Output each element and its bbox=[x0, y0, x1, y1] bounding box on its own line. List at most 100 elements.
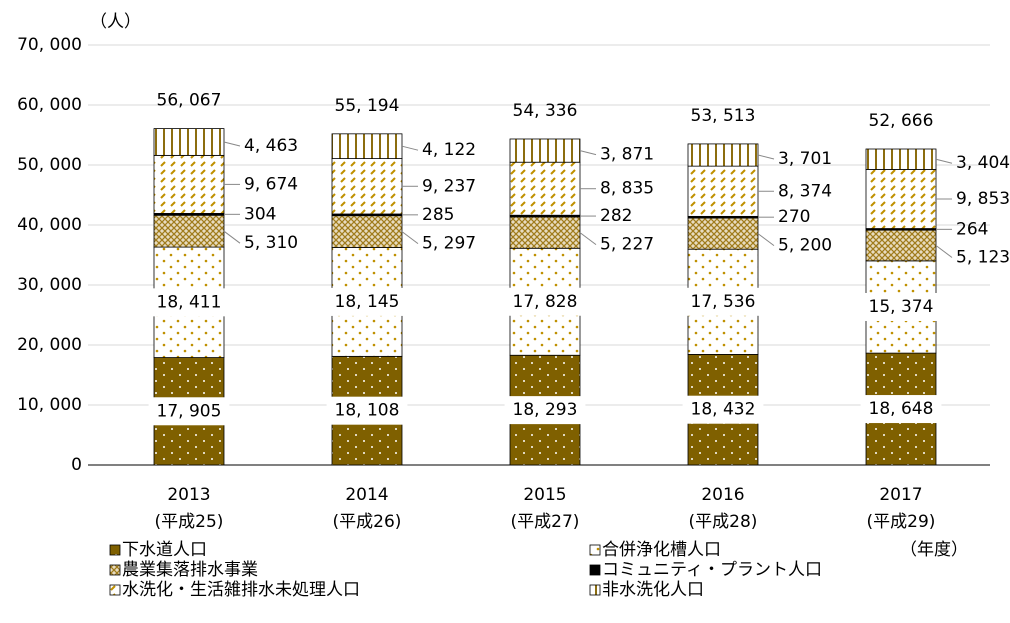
legend-label: 非水洗化人口 bbox=[602, 580, 704, 600]
data-label: 4, 122 bbox=[422, 140, 476, 160]
data-label: 52, 666 bbox=[869, 111, 934, 131]
y-tick-label: 40, 000 bbox=[17, 215, 82, 235]
data-label: 304 bbox=[244, 204, 276, 224]
data-label: 8, 835 bbox=[600, 179, 654, 199]
data-label: 270 bbox=[778, 207, 810, 227]
x-tick-label: 2016 bbox=[701, 485, 744, 505]
bar-segment bbox=[153, 128, 225, 156]
bar-segment bbox=[865, 169, 937, 229]
label-bg bbox=[326, 396, 408, 425]
x-unit: （年度） bbox=[900, 540, 968, 560]
data-label: 9, 674 bbox=[244, 174, 298, 194]
data-label: 9, 853 bbox=[956, 189, 1010, 209]
leader-line bbox=[401, 145, 419, 151]
leader-line bbox=[401, 231, 419, 244]
data-label: 264 bbox=[956, 219, 988, 239]
bar-segment bbox=[331, 215, 403, 248]
y-tick-label: 30, 000 bbox=[17, 275, 82, 295]
bar-segment bbox=[687, 165, 759, 217]
data-label: 18, 145 bbox=[335, 292, 400, 312]
legend-swatch bbox=[589, 544, 601, 556]
legend-label: 合併浄化槽人口 bbox=[602, 540, 721, 560]
y-unit: （人） bbox=[90, 12, 141, 32]
label-bg bbox=[504, 287, 586, 316]
leader-line bbox=[935, 158, 953, 164]
data-label: 3, 871 bbox=[600, 145, 654, 165]
data-label: 285 bbox=[422, 205, 454, 225]
data-label: 282 bbox=[600, 206, 632, 226]
bar-segment bbox=[687, 143, 759, 167]
x-tick-label: 2013 bbox=[167, 485, 210, 505]
label-bg bbox=[860, 292, 942, 321]
legend-label: コミュニティ・プラント人口 bbox=[602, 560, 822, 580]
bar-segment bbox=[687, 217, 759, 250]
data-label: 18, 293 bbox=[513, 400, 578, 420]
legend-label: 下水道人口 bbox=[122, 540, 207, 560]
x-tick-sublabel: (平成26) bbox=[333, 512, 402, 532]
bar-segment bbox=[153, 214, 225, 248]
x-tick-sublabel: (平成25) bbox=[155, 512, 224, 532]
y-tick-label: 70, 000 bbox=[17, 35, 82, 55]
data-label: 55, 194 bbox=[335, 96, 400, 116]
data-label: 56, 067 bbox=[157, 91, 222, 111]
label-bg bbox=[326, 287, 408, 316]
data-label: 17, 828 bbox=[513, 292, 578, 312]
y-tick-label: 0 bbox=[71, 455, 82, 475]
bar-segment bbox=[865, 148, 937, 170]
legend-label: 農業集落排水事業 bbox=[122, 560, 258, 580]
label-bg bbox=[682, 395, 764, 424]
label-bg bbox=[860, 395, 942, 424]
data-label: 8, 374 bbox=[778, 181, 832, 201]
data-label: 15, 374 bbox=[869, 297, 934, 317]
bar-segment bbox=[331, 158, 403, 215]
x-tick-sublabel: (平成29) bbox=[867, 512, 936, 532]
bar-segment bbox=[865, 229, 937, 262]
legend-swatch bbox=[109, 564, 121, 576]
x-tick-label: 2014 bbox=[345, 485, 388, 505]
y-tick-label: 20, 000 bbox=[17, 335, 82, 355]
label-bg bbox=[148, 288, 230, 317]
data-label: 53, 513 bbox=[691, 106, 756, 126]
label-bg bbox=[682, 287, 764, 316]
leader-line bbox=[579, 232, 597, 245]
data-label: 5, 123 bbox=[956, 247, 1010, 267]
x-tick-label: 2017 bbox=[879, 485, 922, 505]
data-label: 5, 200 bbox=[778, 236, 832, 256]
leader-line bbox=[935, 245, 953, 258]
x-tick-sublabel: (平成27) bbox=[511, 512, 580, 532]
legend-swatch bbox=[109, 544, 121, 556]
data-label: 18, 432 bbox=[691, 400, 756, 420]
data-label: 3, 404 bbox=[956, 153, 1010, 173]
x-tick-label: 2015 bbox=[523, 485, 566, 505]
leader-line bbox=[757, 233, 775, 246]
legend-label: 水洗化・生活雑排水未処理人口 bbox=[122, 580, 360, 600]
label-bg bbox=[148, 397, 230, 426]
leader-line bbox=[223, 230, 241, 244]
data-label: 4, 463 bbox=[244, 136, 298, 156]
legend-swatch bbox=[589, 584, 601, 596]
data-label: 3, 701 bbox=[778, 149, 832, 169]
leader-line bbox=[579, 150, 597, 156]
bar-segment bbox=[509, 138, 581, 163]
data-label: 9, 237 bbox=[422, 176, 476, 196]
data-label: 18, 648 bbox=[869, 399, 934, 419]
y-tick-label: 50, 000 bbox=[17, 155, 82, 175]
bar-segment bbox=[331, 133, 403, 159]
legend-swatch bbox=[109, 584, 121, 596]
x-tick-sublabel: (平成28) bbox=[689, 512, 758, 532]
y-tick-label: 10, 000 bbox=[17, 395, 82, 415]
legend-swatch bbox=[589, 564, 601, 576]
data-label: 5, 227 bbox=[600, 235, 654, 255]
leader-line bbox=[757, 154, 775, 160]
bar-segment bbox=[509, 216, 581, 249]
bar-segment bbox=[153, 154, 225, 214]
label-bg bbox=[504, 396, 586, 425]
y-tick-label: 60, 000 bbox=[17, 95, 82, 115]
data-label: 17, 536 bbox=[691, 292, 756, 312]
data-label: 18, 411 bbox=[157, 292, 222, 312]
data-label: 54, 336 bbox=[513, 101, 578, 121]
bar-segment bbox=[509, 161, 581, 216]
data-label: 18, 108 bbox=[335, 401, 400, 421]
data-label: 17, 905 bbox=[157, 401, 222, 421]
